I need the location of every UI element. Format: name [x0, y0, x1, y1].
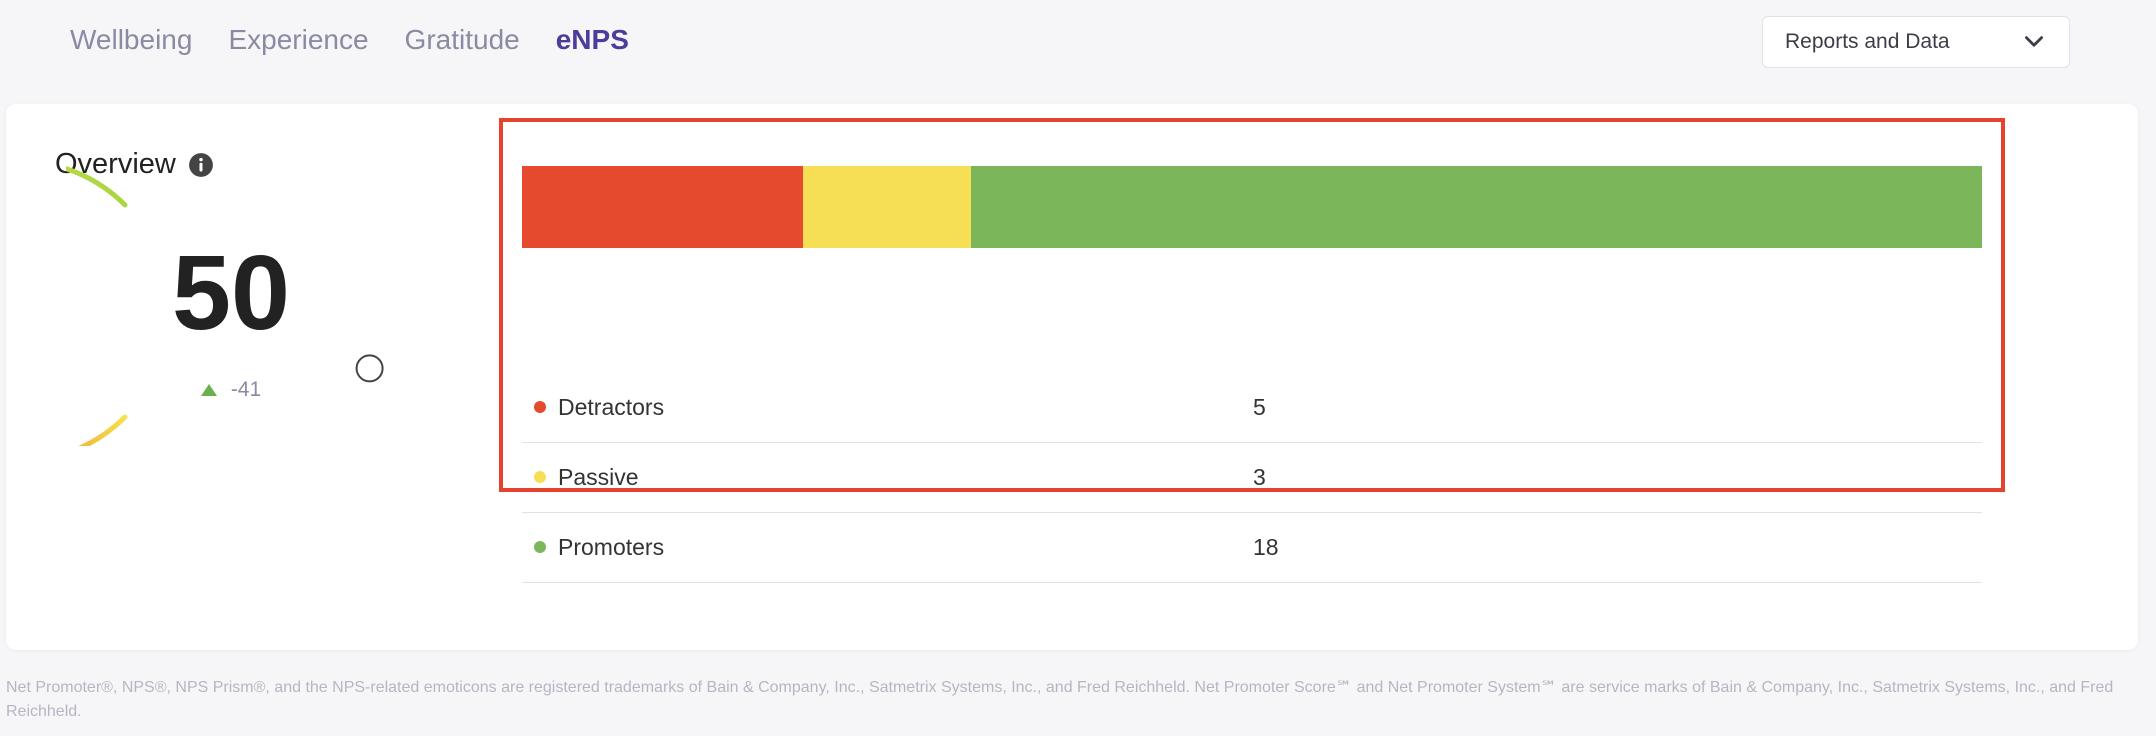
detractors-dot-icon: [534, 401, 546, 413]
detractors-label: Detractors: [558, 393, 665, 420]
enps-gauge: [66, 165, 384, 446]
overview-title: Overview: [55, 148, 176, 180]
overview-header: Overview: [55, 148, 214, 181]
passive-dot-icon: [534, 471, 546, 483]
bar-segment-passive: [802, 166, 972, 248]
info-circle-icon[interactable]: [188, 152, 214, 178]
promoters-count: 18: [1253, 533, 1279, 560]
tab-gratitude[interactable]: Gratitude: [404, 24, 520, 55]
enps-stacked-bar: [522, 166, 1982, 248]
breakdown-highlight-frame: [499, 118, 2005, 492]
promoters-dot-icon: [534, 541, 546, 553]
promoters-label: Promoters: [558, 533, 665, 560]
bar-segment-detractors: [522, 166, 803, 248]
trademark-footnote: Net Promoter®, NPS®, NPS Prism®, and the…: [6, 679, 2114, 720]
detractors-count: 5: [1253, 393, 1266, 420]
reports-and-data-dropdown[interactable]: Reports and Data: [1762, 16, 2070, 68]
legend-row-detractors: Detractors 5: [522, 372, 1982, 443]
enps-score: 50: [172, 234, 290, 352]
score-delta: -41: [230, 378, 262, 401]
tab-enps[interactable]: eNPS: [555, 24, 629, 55]
chevron-down-icon: [2025, 36, 2043, 47]
tab-wellbeing[interactable]: Wellbeing: [70, 24, 193, 55]
legend-row-promoters: Promoters 18: [522, 512, 1982, 583]
gauge-indicator: [355, 354, 384, 383]
passive-label: Passive: [558, 463, 639, 490]
triangle-up-icon: [200, 384, 217, 396]
passive-count: 3: [1253, 463, 1266, 490]
tab-experience[interactable]: Experience: [228, 24, 369, 55]
report-tabs: Wellbeing Experience Gratitude eNPS: [70, 24, 629, 56]
dropdown-label: Reports and Data: [1785, 30, 1950, 53]
legend-row-passive: Passive 3: [522, 442, 1982, 513]
bar-segment-promoters: [971, 166, 1982, 248]
score-change: -41: [66, 378, 396, 402]
